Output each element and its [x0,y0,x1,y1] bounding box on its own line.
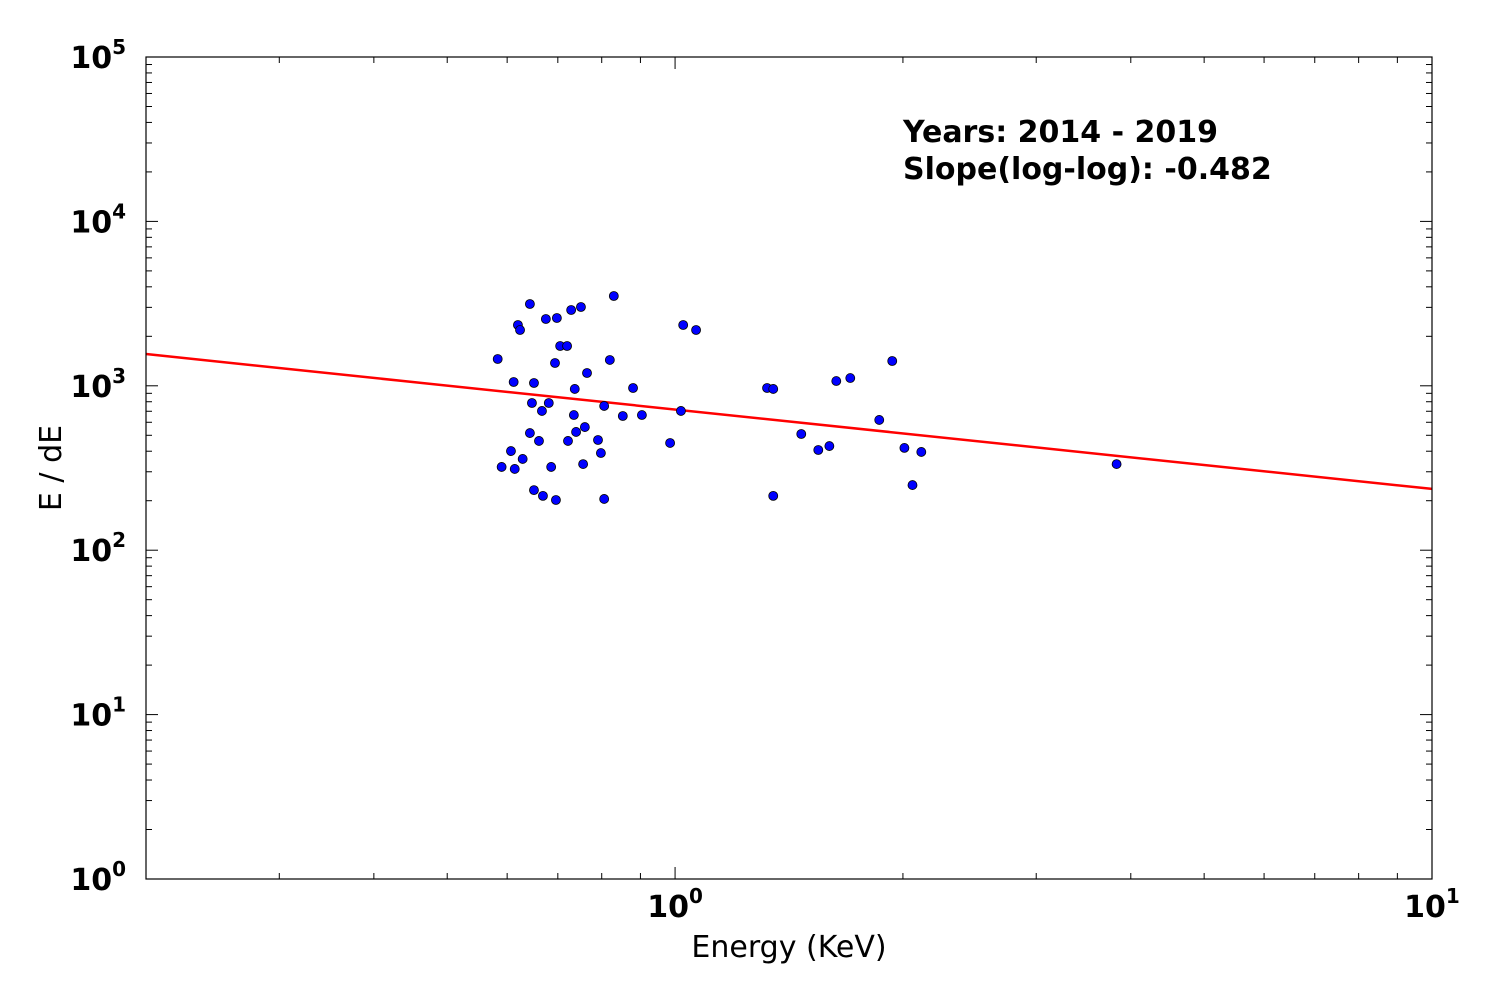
x-tick-label: 101 [1404,884,1460,925]
data-point [525,299,535,309]
tick-exponent: 3 [112,364,126,388]
data-point [845,373,856,383]
y-tick-label: 100 [70,857,126,898]
data-point [617,411,628,421]
data-point [509,464,520,474]
x-tick-label: 100 [647,884,703,925]
data-point [566,305,577,315]
data-point [599,401,610,411]
data-point [563,436,573,446]
data-point [768,384,779,394]
data-point [678,320,689,330]
data-point [562,341,572,351]
tick-exponent: 4 [112,199,126,223]
data-point [578,459,589,469]
data-point [534,436,544,446]
fit-line [145,352,1433,491]
x-axis-label: Energy (KeV) [691,930,886,965]
data-point [551,495,561,505]
tick-base: 10 [70,41,112,76]
data-point [550,358,560,368]
data-points [492,291,1122,505]
data-point [676,406,686,416]
plot-frame [145,56,1433,880]
data-point [874,415,885,425]
data-point [831,376,842,386]
y-tick-label: 101 [70,693,126,734]
tick-base: 10 [70,699,112,734]
data-point [665,438,676,448]
data-point [540,314,551,324]
data-point [537,406,547,416]
tick-base: 10 [70,205,112,240]
data-point [576,302,586,312]
data-point [551,313,562,323]
data-point [525,428,535,438]
data-point [1111,459,1122,469]
tick-exponent: 5 [112,35,126,59]
data-point [608,291,619,301]
data-point [899,443,910,453]
data-point [887,356,898,366]
data-point [691,325,701,335]
data-point [824,441,835,451]
data-point [768,490,779,501]
data-point [595,448,606,458]
data-point [636,410,647,420]
data-point [506,446,516,456]
data-point [568,410,579,420]
data-point [628,383,638,393]
data-point [515,325,525,335]
data-point [546,462,557,472]
tick-exponent: 0 [689,884,703,908]
tick-exponent: 0 [112,857,126,881]
tick-base: 10 [70,370,112,405]
tick-base: 10 [1404,890,1446,925]
tick-base: 10 [647,890,689,925]
data-point [916,447,927,457]
tick-exponent: 2 [112,528,126,552]
data-point [571,427,581,437]
plot-area [146,57,1432,879]
fit-line-group [145,352,1433,491]
y-axis-label: E / dE [34,425,69,511]
data-point [543,398,554,408]
data-point [582,368,592,378]
annotation-years: Years: 2014 - 2019 [902,115,1218,150]
data-point [517,454,528,464]
data-point [593,435,603,445]
data-point [529,378,539,388]
data-point [527,398,537,408]
y-tick-label: 104 [70,199,126,240]
tick-exponent: 1 [1446,884,1460,908]
y-tick-label: 102 [70,528,126,569]
tick-base: 10 [70,534,112,569]
tick-base: 10 [70,863,112,898]
data-point [569,384,580,394]
data-point [579,422,590,432]
data-point [813,445,824,455]
data-point [796,429,807,439]
y-tick-label: 105 [70,35,126,76]
data-point [604,355,615,365]
tick-exponent: 1 [112,693,126,717]
data-point [492,354,503,364]
y-tick-label: 103 [70,364,126,405]
x-tick-labels: 100 101 [647,884,1460,925]
data-point [599,494,610,504]
annotation-slope: Slope(log-log): -0.482 [903,152,1272,187]
data-point [529,485,539,496]
data-point [508,377,519,387]
data-point [496,462,507,472]
data-point [907,480,918,490]
data-point [538,490,548,501]
